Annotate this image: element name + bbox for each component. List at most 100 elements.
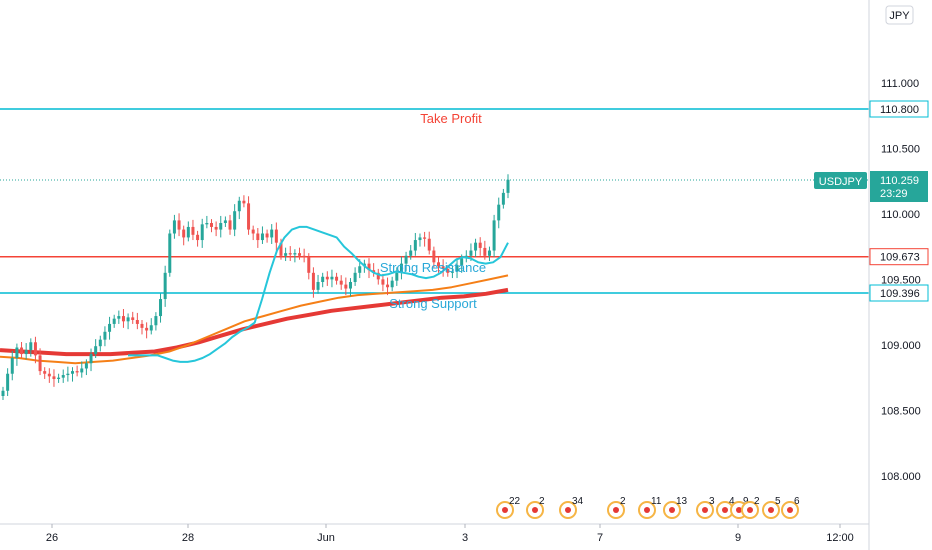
candle-2 — [10, 358, 14, 374]
candle-68 — [316, 281, 320, 290]
event-flag-icon-8 — [736, 507, 742, 513]
candle-101 — [469, 250, 473, 256]
candle-45 — [209, 223, 213, 227]
last-price-value: 110.259 — [880, 175, 919, 187]
ma-fast-line — [128, 225, 509, 363]
candle-36 — [168, 233, 172, 273]
event-badge-count-4: 11 — [651, 496, 662, 507]
x-tick-label-2: Jun — [317, 532, 335, 544]
candle-58 — [270, 229, 274, 238]
candle-95 — [441, 266, 445, 269]
ma-mid-line — [0, 274, 509, 365]
y-tick-label-4: 110.000 — [881, 209, 920, 221]
level-annotation-2: Strong Support — [389, 296, 477, 311]
candle-4 — [20, 347, 24, 355]
event-badge-count-0: 22 — [509, 496, 521, 507]
candle-27 — [126, 317, 130, 322]
candle-92 — [427, 238, 431, 251]
candle-38 — [177, 220, 181, 230]
candle-70 — [325, 276, 329, 280]
event-badge-count-5: 13 — [676, 496, 688, 507]
candle-69 — [321, 276, 325, 282]
candle-99 — [460, 258, 464, 265]
candle-51 — [237, 200, 241, 212]
candle-49 — [228, 220, 232, 230]
candle-15 — [70, 371, 74, 374]
level-tag-label-2: 109.396 — [880, 288, 920, 300]
event-badge-count-6: 3 — [709, 496, 715, 507]
x-tick-label-6: 12:00 — [826, 532, 854, 544]
y-axis-ticks: 108.000 108.500 109.000 109.500 110.000 110.5… — [881, 78, 921, 483]
ma-slow-line — [0, 287, 509, 357]
candle-87 — [404, 255, 408, 264]
candles — [1, 174, 510, 400]
candle-88 — [409, 250, 413, 256]
candle-16 — [75, 371, 79, 373]
ma_fast-path — [128, 225, 509, 363]
candle-1 — [6, 373, 10, 391]
candle-11 — [52, 376, 56, 379]
event-flag-icon-11 — [787, 507, 793, 513]
candle-12 — [57, 377, 61, 379]
candle-41 — [191, 226, 195, 235]
candle-35 — [163, 272, 167, 300]
candle-34 — [159, 299, 163, 317]
ma_mid-path — [0, 274, 509, 365]
event-flag-icon-4 — [644, 507, 650, 513]
candle-81 — [376, 272, 380, 280]
countdown-value: 23:29 — [880, 188, 908, 200]
x-tick-label-3: 3 — [462, 532, 468, 544]
y-tick-label-3: 109.500 — [881, 274, 921, 286]
candle-57 — [265, 233, 269, 238]
x-tick-label-1: 28 — [182, 532, 194, 544]
level-tag-label-0: 110.800 — [880, 104, 919, 116]
event-badge-count-7: 4 — [729, 496, 735, 507]
y-tick-label-6: 111.000 — [881, 78, 919, 90]
candle-19 — [89, 354, 93, 364]
event-flag-icon-0 — [502, 507, 508, 513]
candle-42 — [196, 234, 200, 241]
candle-32 — [149, 325, 153, 331]
y-tick-label-2: 109.000 — [881, 340, 921, 352]
event-badge-count-1: 2 — [539, 496, 545, 507]
candle-17 — [80, 368, 84, 373]
candle-9 — [43, 371, 47, 374]
candle-24 — [112, 318, 116, 324]
candle-77 — [358, 266, 362, 273]
candle-73 — [339, 280, 343, 285]
candle-13 — [61, 375, 65, 378]
level-annotation-0: Take Profit — [420, 111, 482, 126]
x-tick-label-4: 7 — [597, 532, 603, 544]
y-tick-label-5: 110.500 — [881, 143, 920, 155]
candle-66 — [307, 257, 311, 273]
event-badges[interactable]: 22 2 34 2 11 13 3 4 9 2 5 6 — [496, 496, 800, 519]
candle-53 — [247, 203, 251, 230]
candle-72 — [335, 276, 339, 281]
event-flag-icon-5 — [669, 507, 675, 513]
candle-40 — [186, 226, 190, 238]
candle-54 — [251, 229, 255, 234]
candle-39 — [182, 229, 186, 238]
candle-98 — [455, 264, 459, 272]
candle-26 — [121, 316, 125, 322]
candle-22 — [103, 331, 107, 340]
candle-5 — [24, 350, 28, 355]
candle-50 — [233, 211, 237, 230]
y-tick-label-0: 108.000 — [881, 471, 921, 483]
candle-33 — [154, 316, 158, 326]
candle-18 — [84, 363, 88, 369]
ma_slow-path — [0, 287, 509, 357]
candle-29 — [135, 319, 139, 324]
x-tick-label-5: 9 — [735, 532, 741, 544]
candle-43 — [200, 224, 204, 241]
level-tag-0 — [869, 100, 929, 118]
x-axis-ticks: 26 28 Jun 3 7 9 12:00 — [46, 524, 854, 544]
candle-55 — [256, 233, 260, 241]
candle-61 — [284, 253, 288, 256]
candle-47 — [219, 223, 223, 230]
candle-0 — [1, 390, 5, 397]
currency-badge[interactable] — [885, 5, 914, 25]
candle-107 — [497, 204, 501, 221]
event-badge-count-10: 5 — [775, 496, 781, 507]
